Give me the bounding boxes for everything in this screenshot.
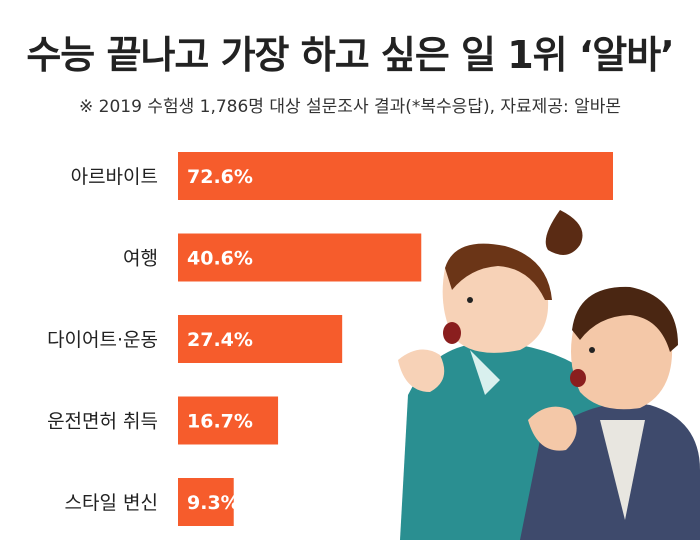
category-label: 여행 [123,248,158,270]
bar-2 [178,233,422,282]
boy-illustration [520,286,700,540]
value-label: 27.4% [187,329,253,351]
value-label: 9.3% [187,492,240,514]
bar-1 [178,152,613,200]
category-label: 운전면허 취득 [47,411,158,433]
category-label: 다이어트·운동 [47,329,158,351]
bar-3 [178,315,343,363]
value-label: 72.6% [187,166,253,188]
category-label: 아르바이트 [71,166,158,188]
bar-5 [178,478,234,526]
chart-subtitle: ※ 2019 수험생 1,786명 대상 설문조사 결과(*복수응답), 자료제… [78,97,622,117]
value-label: 16.7% [187,411,253,433]
chart-title: 수능 끝나고 가장 하고 싶은 일 1위 ‘알바’ [26,33,674,77]
bar-4 [178,396,279,445]
bars-layer: 아르바이트 72.6% 여행 40.6% 다이어트·운동 27.4% 운전면허 취득 16.7… [47,152,613,526]
students-illustration [398,210,700,540]
category-label: 스타일 변신 [65,492,158,514]
value-label: 40.6% [187,248,253,270]
